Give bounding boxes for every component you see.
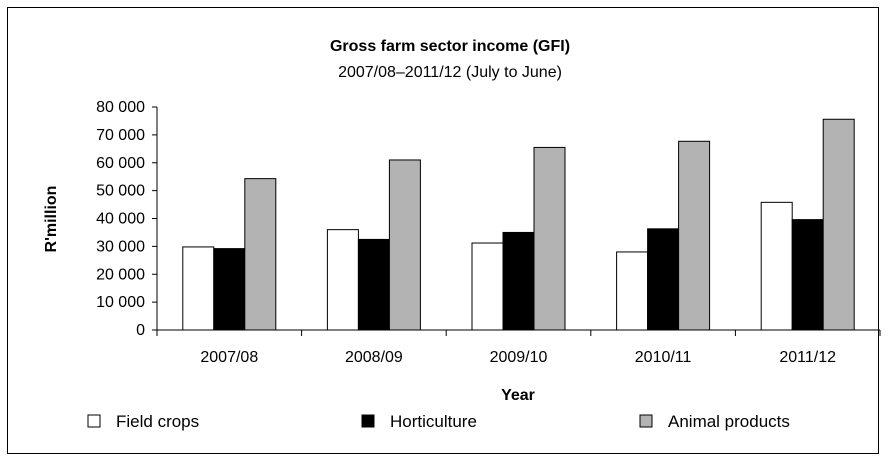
legend-swatch [361, 414, 375, 428]
bar [791, 219, 824, 331]
legend-swatch [87, 414, 101, 428]
bar [502, 231, 535, 331]
chart-subtitle: 2007/08–2011/12 (July to June) [338, 64, 562, 81]
legend-label: Animal products [668, 412, 790, 431]
y-axis-label: R'million [43, 186, 60, 253]
legend-swatch [639, 414, 653, 428]
x-tick-label: 2011/12 [779, 349, 836, 366]
legend-label: Field crops [116, 412, 199, 431]
x-axis-label: Year [501, 387, 535, 404]
y-tick-label: 10 000 [96, 294, 145, 311]
legend-label: Horticulture [390, 412, 477, 431]
bar [760, 201, 793, 331]
y-tick-label: 60 000 [96, 155, 145, 172]
bar [182, 246, 215, 331]
x-tick-label: 2007/08 [200, 349, 258, 366]
bar [326, 229, 359, 331]
y-tick-label: 30 000 [96, 238, 145, 255]
bar [647, 228, 680, 331]
bar [678, 140, 711, 331]
bar [244, 178, 277, 331]
bar [213, 248, 246, 331]
y-tick-label: 0 [136, 322, 145, 339]
bar [471, 242, 504, 331]
chart-title: Gross farm sector income (GFI) [330, 38, 570, 55]
bar [388, 159, 421, 331]
y-tick-label: 80 000 [96, 99, 145, 116]
y-tick-label: 50 000 [96, 183, 145, 200]
x-tick-label: 2009/10 [490, 349, 548, 366]
bar [616, 251, 649, 331]
y-tick-label: 70 000 [96, 127, 145, 144]
y-tick-label: 20 000 [96, 266, 145, 283]
bar [357, 238, 390, 331]
chart-frame [7, 7, 879, 454]
bar [533, 146, 566, 331]
x-tick-label: 2010/11 [635, 349, 692, 366]
bar [822, 118, 855, 331]
y-tick-label: 40 000 [96, 211, 145, 228]
x-tick-label: 2008/09 [345, 349, 403, 366]
